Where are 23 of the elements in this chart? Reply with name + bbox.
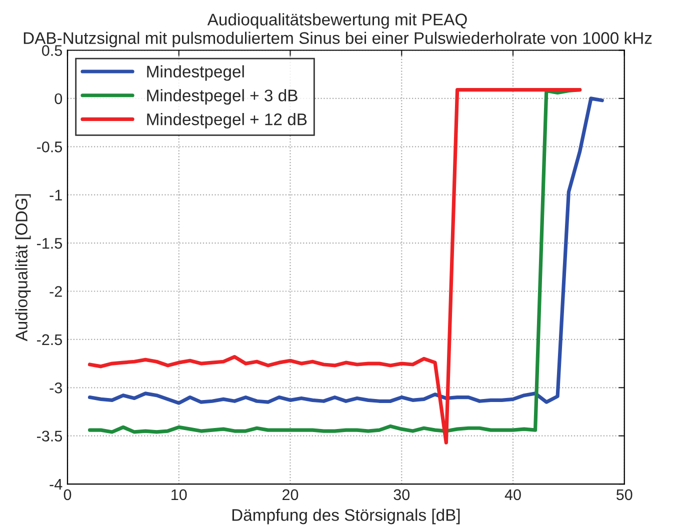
legend-label: Mindestpegel — [147, 65, 244, 81]
y-tick-label: -0.5 — [36, 142, 62, 152]
y-tick-label: 0 — [54, 93, 62, 104]
x-tick-label: 50 — [616, 489, 632, 500]
x-tick-label: 30 — [394, 489, 410, 500]
legend-label: Mindestpegel + 12 dB — [147, 112, 307, 129]
x-tick-label: 40 — [504, 489, 521, 500]
x-axis-title: Dämpfung des Störsignals [dB] — [232, 508, 460, 524]
y-tick-label: -2 — [50, 286, 62, 297]
x-tick-label: 10 — [172, 489, 187, 500]
x-tick-label: 20 — [282, 489, 298, 500]
y-tick-label: 0.5 — [42, 45, 62, 56]
y-tick-label: -3.5 — [36, 430, 62, 442]
y-tick-label: -2.5 — [36, 334, 62, 346]
y-tick-label: -3 — [50, 382, 62, 394]
chart-title: Audioqualitätsbewertung mit PEAQ — [207, 13, 467, 29]
legend-label: Mindestpegel + 3 dB — [147, 89, 298, 105]
y-tick-label: -1 — [50, 190, 62, 200]
y-tick-label: -4 — [50, 479, 62, 490]
x-tick-label: 0 — [64, 489, 72, 500]
y-tick-label: -1.5 — [36, 238, 62, 249]
y-axis-title: Audioqualität [ODG] — [15, 194, 31, 342]
chart-subtitle: DAB-Nutzsignal mit pulsmoduliertem Sinus bei einer Pulswiederholrate von 1000 kHz — [24, 32, 652, 48]
